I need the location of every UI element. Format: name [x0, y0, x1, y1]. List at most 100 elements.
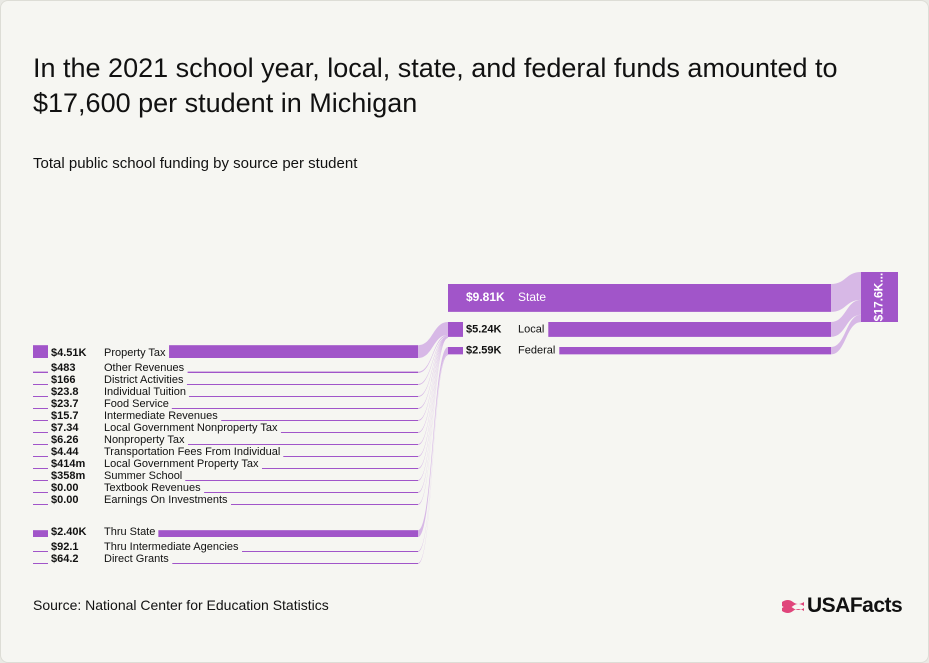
source-bar — [185, 480, 418, 481]
source-node — [33, 444, 48, 445]
source-link — [418, 354, 448, 564]
source-bar — [261, 468, 418, 469]
source-value-label: $0.00 — [51, 494, 79, 506]
source-name: District Activities — [104, 374, 184, 386]
source-node — [33, 530, 48, 537]
source-value-label: $2.40K — [51, 526, 87, 538]
source-bar — [242, 551, 418, 552]
source-link — [418, 336, 448, 409]
source-link — [418, 322, 448, 358]
source-link — [418, 353, 448, 552]
source-value-label: $23.8 — [51, 386, 79, 398]
logo-icon — [782, 600, 804, 613]
source-value-label: $23.7 — [51, 398, 79, 410]
source-value-label: $414m — [51, 458, 85, 470]
source-value-label: $358m — [51, 470, 85, 482]
source-name: Earnings On Investments — [104, 494, 228, 506]
source-link — [418, 336, 448, 457]
source-value-label: $92.1 — [51, 541, 79, 553]
source-bar — [280, 432, 418, 433]
source-name: Intermediate Revenues — [104, 410, 218, 422]
source-bar — [188, 396, 418, 397]
source-value-label: $15.7 — [51, 410, 79, 422]
brand: USAFacts — [807, 594, 903, 617]
total-value-label: $17.6K... — [872, 273, 886, 322]
flow-bar — [559, 347, 831, 355]
source-node — [33, 551, 48, 552]
source-name: Thru Intermediate Agencies — [104, 541, 239, 553]
source-value-label: $0.00 — [51, 482, 79, 494]
source-name: Direct Grants — [104, 553, 169, 565]
source-bar — [171, 408, 418, 409]
source-bar — [188, 444, 418, 445]
source-node — [33, 456, 48, 457]
source-name: Local Government Nonproperty Tax — [104, 422, 278, 434]
source-node — [33, 480, 48, 481]
source-node — [33, 345, 48, 358]
node-value-label: $5.24K — [466, 323, 502, 335]
source-name: Local Government Property Tax — [104, 458, 259, 470]
source: Source: National Center for Education St… — [33, 597, 329, 613]
source-node — [33, 396, 48, 397]
source-node — [33, 432, 48, 433]
node-name: State — [518, 290, 546, 304]
source-link — [418, 334, 448, 373]
node-name: Local — [518, 323, 544, 335]
source-name: Textbook Revenues — [104, 482, 201, 494]
flow-link — [831, 299, 861, 337]
flow-node — [448, 347, 463, 355]
source-name: Other Revenues — [104, 362, 185, 374]
total-node — [861, 272, 898, 322]
source-name: Transportation Fees From Individual — [104, 446, 280, 458]
flow-node — [448, 322, 463, 337]
source-link — [418, 347, 448, 537]
source-bar — [158, 530, 418, 537]
flow-link — [831, 272, 861, 312]
source-name: Nonproperty Tax — [104, 434, 185, 446]
source-name: Summer School — [104, 470, 182, 482]
source-link — [418, 336, 448, 481]
source-node — [33, 371, 48, 373]
node-value-label: $2.59K — [466, 345, 502, 357]
source-node — [33, 408, 48, 409]
title: In the 2021 school year, local, state, a… — [33, 53, 838, 118]
source-link — [418, 336, 448, 469]
source-bar — [169, 345, 418, 358]
source-bar — [186, 384, 418, 385]
source-link — [418, 336, 448, 505]
source-node — [33, 384, 48, 385]
source-value-label: $64.2 — [51, 553, 79, 565]
source-link — [418, 336, 448, 421]
source-bar — [221, 420, 418, 421]
source-link — [418, 336, 448, 433]
source-name: Individual Tuition — [104, 386, 186, 398]
source-bar — [187, 371, 418, 373]
source-link — [418, 336, 448, 385]
source-node — [33, 504, 48, 505]
source-value-label: $4.51K — [51, 347, 87, 359]
source-bar — [231, 504, 418, 505]
source-value-label: $166 — [51, 374, 75, 386]
source-name: Thru State — [104, 526, 155, 538]
node-value-label: $9.81K — [466, 290, 505, 304]
source-value-label: $6.26 — [51, 434, 79, 446]
source-name: Food Service — [104, 398, 169, 410]
source-value-label: $7.34 — [51, 422, 79, 434]
source-bar — [204, 492, 418, 493]
flow-node — [448, 284, 831, 312]
node-name: Federal — [518, 345, 555, 357]
source-value-label: $483 — [51, 362, 75, 374]
source-link — [418, 336, 448, 493]
source-link — [418, 336, 448, 445]
source-bar — [172, 563, 418, 564]
source-node — [33, 420, 48, 421]
source-node — [33, 492, 48, 493]
source-link — [418, 336, 448, 397]
source-value-label: $4.44 — [51, 446, 79, 458]
source-node — [33, 563, 48, 564]
flow-link — [831, 314, 861, 355]
flow-bar — [548, 322, 831, 337]
